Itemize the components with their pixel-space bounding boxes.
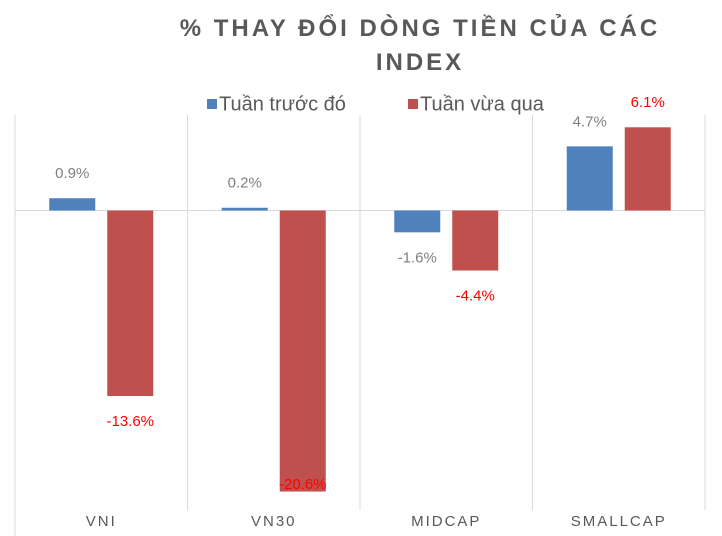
x-tick-label: VNI: [86, 513, 117, 530]
value-label: 6.1%: [631, 94, 665, 111]
x-tick-label: VN30: [251, 513, 297, 530]
legend-label: Tuần vừa qua: [420, 93, 545, 115]
value-label: 4.7%: [573, 113, 607, 130]
bar: [452, 210, 499, 271]
bar: [566, 146, 613, 211]
value-label: -13.6%: [106, 413, 154, 430]
bar: [49, 198, 96, 211]
legend-label: Tuần trước đó: [219, 93, 346, 115]
value-label: -20.6%: [279, 476, 327, 493]
bar: [394, 210, 441, 233]
legend-swatch: [408, 99, 418, 109]
value-label: -1.6%: [398, 249, 437, 266]
value-label: -4.4%: [456, 287, 495, 304]
value-label: 0.9%: [55, 165, 89, 182]
legend-swatch: [207, 99, 217, 109]
x-tick-label: SMALLCAP: [571, 513, 667, 530]
value-label: 0.2%: [228, 175, 262, 192]
x-tick-label: MIDCAP: [411, 513, 481, 530]
bar: [221, 207, 268, 211]
chart-title: % THAY ĐỔI DÒNG TIỀN CỦA CÁC INDEX: [179, 15, 661, 76]
bar: [107, 210, 154, 397]
bar: [279, 210, 326, 492]
bar: [624, 127, 671, 211]
